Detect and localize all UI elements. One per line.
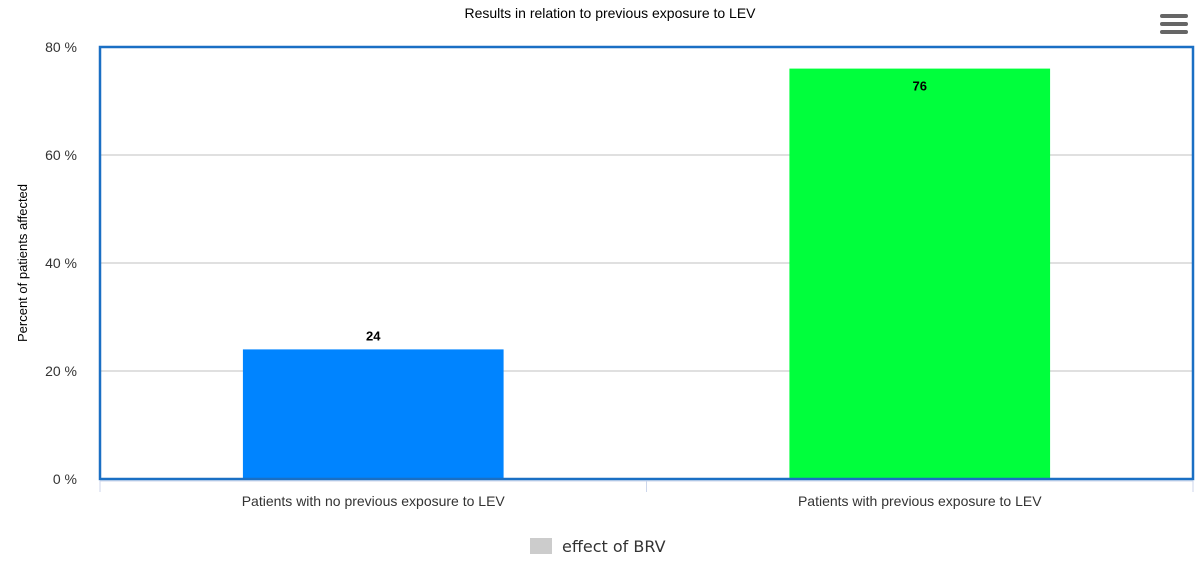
bar[interactable] xyxy=(789,68,1051,479)
y-tick-label: 80 % xyxy=(45,39,77,55)
legend-swatch xyxy=(530,538,552,554)
y-axis-label: Percent of patients affected xyxy=(15,184,30,342)
y-tick-label: 0 % xyxy=(53,471,77,487)
bars: 24 76 xyxy=(242,68,1051,479)
data-label: 76 xyxy=(913,79,927,94)
y-axis-ticks: 0 % 20 % 40 % 60 % 80 % xyxy=(45,39,77,487)
y-tick-label: 60 % xyxy=(45,147,77,163)
x-tick-label: Patients with previous exposure to LEV xyxy=(798,493,1042,509)
hamburger-menu-icon-line xyxy=(1160,30,1188,34)
y-tick-label: 20 % xyxy=(45,363,77,379)
chart-menu-button[interactable] xyxy=(1160,14,1188,38)
legend-label: effect of BRV xyxy=(562,536,666,556)
x-axis: Patients with no previous exposure to LE… xyxy=(99,480,1194,509)
x-tick-label: Patients with no previous exposure to LE… xyxy=(242,493,506,509)
y-tick-label: 40 % xyxy=(45,255,77,271)
chart-title: Results in relation to previous exposure… xyxy=(464,5,756,21)
hamburger-menu-icon xyxy=(1160,14,1188,18)
hamburger-menu-icon-line xyxy=(1160,22,1188,26)
data-label: 24 xyxy=(366,328,381,343)
bar[interactable] xyxy=(242,349,504,479)
legend-item[interactable]: effect of BRV xyxy=(530,536,666,556)
plot-area-border xyxy=(98,45,1195,481)
